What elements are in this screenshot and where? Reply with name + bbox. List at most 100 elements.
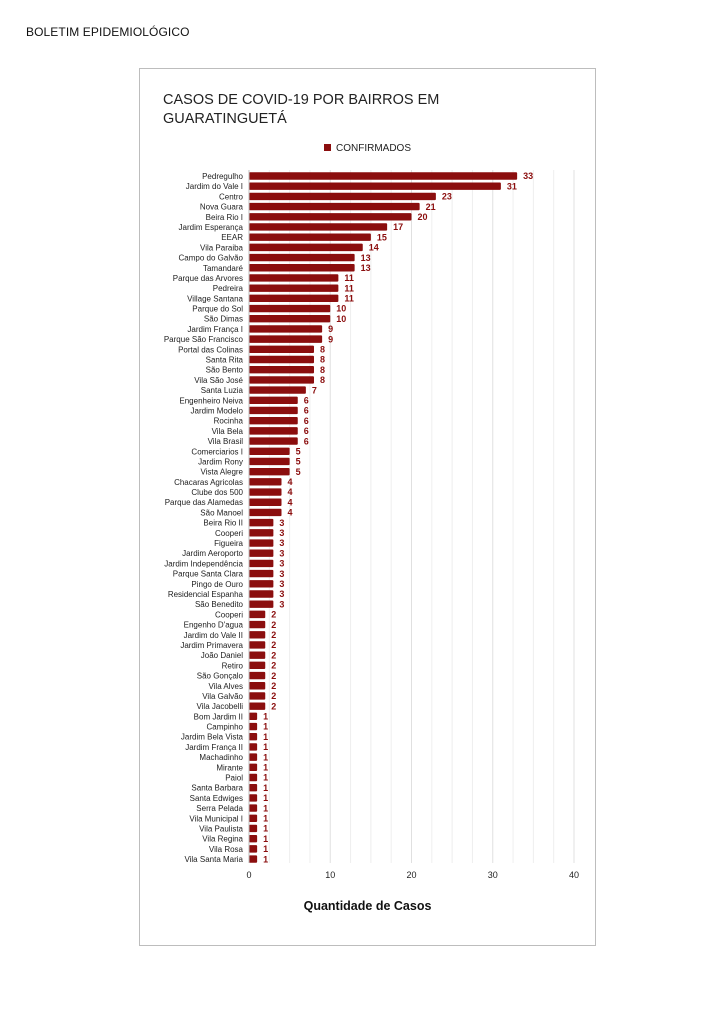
data-label: 7 [312,385,317,395]
bar [249,304,331,313]
category-label: São Gonçalo [197,672,244,681]
data-label: 5 [296,457,301,467]
data-label: 4 [288,487,293,497]
category-label: Serra Pelada [196,804,243,813]
data-label: 2 [271,661,276,671]
data-label: 21 [426,202,436,212]
category-label: Jardim Independência [164,559,243,568]
category-label: Santa Barbara [191,784,243,793]
data-label: 2 [271,701,276,711]
data-label: 1 [263,783,268,793]
category-label: São Manoel [200,508,243,517]
data-label: 3 [279,589,284,599]
data-label: 1 [263,844,268,854]
category-label: Vila Paraiba [200,243,244,252]
category-label: Retiro [222,661,244,670]
data-label: 17 [393,222,403,232]
category-label: EEAR [221,233,243,242]
data-label: 3 [279,599,284,609]
bar [249,580,274,588]
bar [249,784,258,792]
bar [249,447,290,455]
bar [249,264,355,272]
category-label: Cooperi [215,529,243,538]
category-label: Portal das Colinas [178,345,243,354]
category-label: Cooperi [215,610,243,619]
bar [249,834,258,843]
bar [249,478,282,486]
category-label: Bom Jardim II [194,712,243,721]
data-label: 1 [263,813,268,823]
category-label: Vila Municipal I [189,814,243,823]
category-label: Comerciarios I [191,447,243,456]
category-label: Campo do Galvão [179,254,244,263]
bar [249,192,436,201]
bar [249,569,274,578]
category-label: Pedreira [213,284,244,293]
x-tick-label: 30 [488,870,498,880]
x-tick-label: 10 [325,870,335,880]
bar [249,284,339,292]
category-label: Vila Brasil [208,437,244,446]
bar [249,763,258,772]
bar [249,172,518,180]
category-label: Santa Luzia [201,386,244,395]
data-label: 23 [442,192,452,202]
category-label: Parque São Francisco [164,335,244,344]
data-label: 3 [279,538,284,548]
category-label: Jardim Aeroporto [182,549,243,558]
bar [249,539,274,547]
data-label: 2 [271,681,276,691]
legend-swatch [324,144,331,151]
bar [249,457,290,466]
data-label: 3 [279,528,284,538]
data-label: 31 [507,181,517,191]
bar [249,213,412,221]
bar [249,814,258,822]
bar [249,549,274,557]
data-label: 6 [304,395,309,405]
data-label: 2 [271,671,276,681]
bar [249,631,266,639]
bar [249,671,266,680]
category-label: Vila Regina [202,835,243,844]
bar [249,753,258,761]
category-label: Campinho [207,723,244,732]
category-label: Jardim do Vale II [184,631,243,640]
bar [249,845,258,853]
category-label: São Benedito [195,600,244,609]
data-label: 13 [361,263,371,273]
bar [249,794,258,802]
category-label: Jardim Bela Vista [181,733,244,742]
data-label: 3 [279,569,284,579]
bar [249,427,298,435]
data-label: 1 [263,712,268,722]
x-tick-label: 20 [406,870,416,880]
legend-label: CONFIRMADOS [336,143,411,154]
category-label: Mirante [216,763,243,772]
category-label: Beira Rio I [206,213,243,222]
data-label: 5 [296,446,301,456]
category-label: Santa Edwiges [190,794,243,803]
data-label: 1 [263,834,268,844]
data-label: 1 [263,773,268,783]
data-label: 1 [263,803,268,813]
bar [249,416,298,425]
data-label: 3 [279,579,284,589]
data-label: 8 [320,355,325,365]
data-label: 5 [296,467,301,477]
data-label: 33 [523,171,533,181]
bar [249,692,266,700]
data-label: 2 [271,691,276,701]
data-label: 1 [263,793,268,803]
chart-title: CASOS DE COVID-19 POR BAIRROS EM GUARATI… [163,92,440,127]
data-label: 2 [271,650,276,660]
category-label: Pedregulho [202,172,243,181]
category-label: Figueira [214,539,243,548]
data-label: 6 [304,436,309,446]
data-label: 13 [361,253,371,263]
bar [249,243,363,252]
data-label: 3 [279,548,284,558]
data-label: 4 [288,508,293,518]
